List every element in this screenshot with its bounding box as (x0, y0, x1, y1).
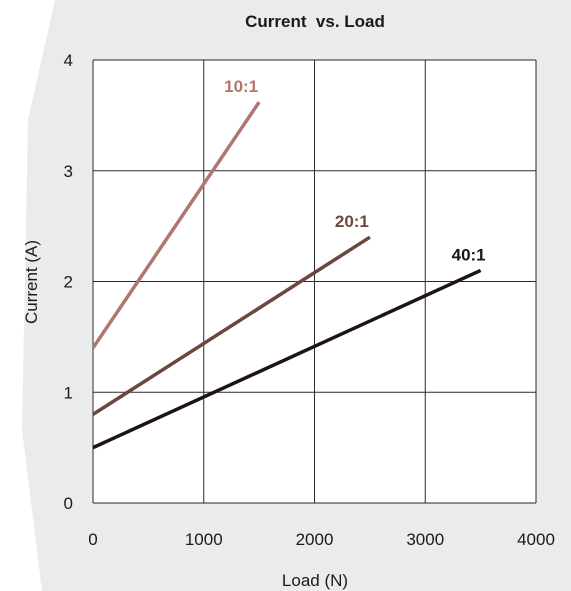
series-line-40-1 (92, 268, 482, 450)
y-tick-label: 3 (64, 162, 73, 181)
y-tick-label: 4 (64, 51, 73, 70)
series-labels: 10:1 20:1 40:1 (224, 77, 486, 264)
x-tick-labels: 0 1000 2000 3000 4000 (88, 530, 555, 549)
x-tick-label: 0 (88, 530, 97, 549)
series-label-20-1: 20:1 (335, 212, 369, 231)
x-tick-label: 3000 (406, 530, 444, 549)
series-label-40-1: 40:1 (452, 245, 486, 264)
chart-title: Current vs. Load (245, 12, 385, 31)
x-axis-label: Load (N) (282, 571, 348, 590)
y-tick-label: 1 (64, 383, 73, 402)
y-tick-labels: 0 1 2 3 4 (64, 51, 73, 513)
series-label-10-1: 10:1 (224, 77, 258, 96)
x-tick-label: 1000 (185, 530, 223, 549)
x-tick-label: 2000 (296, 530, 334, 549)
series-line-10-1 (91, 101, 261, 349)
y-tick-label: 0 (64, 494, 73, 513)
series-line-20-1 (92, 235, 371, 416)
y-tick-label: 2 (64, 273, 73, 292)
series-lines (91, 101, 482, 450)
x-tick-label: 4000 (517, 530, 555, 549)
y-axis-label: Current (A) (22, 240, 41, 324)
grid-lines (92, 59, 537, 504)
